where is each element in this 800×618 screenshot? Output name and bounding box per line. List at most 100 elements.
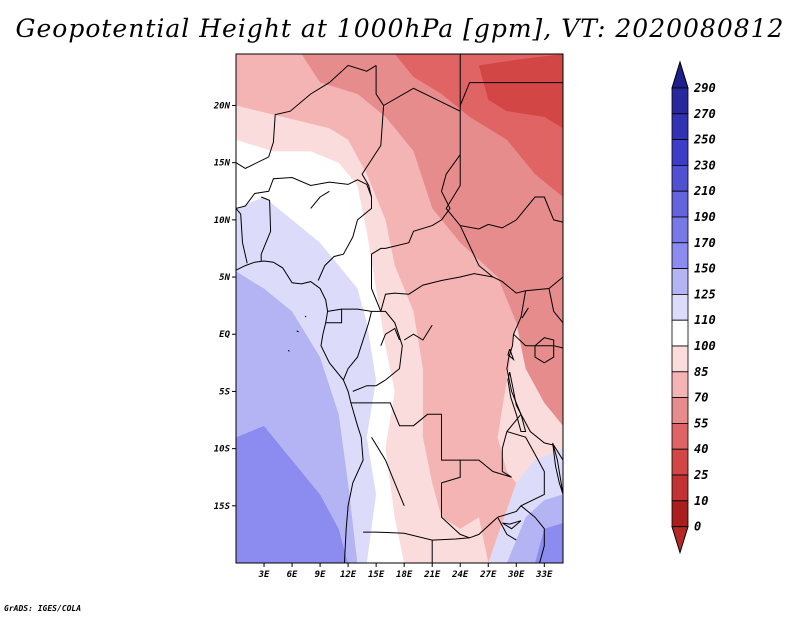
field-north-pink [236, 54, 517, 563]
colorbar: 2902702502302101901701501251101008570554… [671, 60, 716, 555]
border-line [460, 290, 527, 478]
colorbar-label: 170 [694, 236, 716, 250]
colorbar-label: 125 [694, 287, 716, 301]
colorbar-label: 70 [694, 391, 708, 405]
border-line [403, 324, 433, 341]
lat-tick-label: 5S [219, 387, 230, 397]
colorbar-segment [671, 319, 689, 347]
colorbar-segment [671, 113, 689, 141]
border-line [534, 337, 555, 364]
colorbar-segment [671, 371, 689, 398]
border-line [236, 208, 248, 264]
border-line [317, 184, 372, 281]
field-northeast-salmon [301, 54, 563, 426]
border-line [552, 442, 563, 495]
colorbar-segment [671, 242, 689, 270]
border-line [350, 402, 470, 539]
border-line [260, 196, 272, 261]
plot-title: Geopotential Height at 1000hPa [gpm], VT… [15, 14, 785, 43]
colorbar-segment [671, 500, 689, 527]
border-line [341, 308, 373, 381]
border-line [371, 87, 461, 312]
colorbar-label: 85 [694, 365, 708, 379]
colorbar-segment [671, 448, 689, 476]
colorbar-segment [671, 190, 689, 218]
colorbar-segment [671, 164, 689, 192]
border-line [380, 327, 400, 346]
colorbar-segment [671, 474, 689, 502]
lon-tick-label: 18E [396, 570, 413, 580]
colorbar-segment [671, 422, 689, 450]
border-line [507, 348, 515, 361]
colorbar-label: 210 [693, 184, 716, 198]
lon-tick-label: 24E [451, 570, 469, 580]
lat-tick-label: 15S [214, 502, 231, 512]
border-line [513, 333, 563, 349]
lat-tick-label: EQ [219, 330, 230, 340]
border-line [236, 156, 269, 169]
border-line [268, 64, 377, 158]
border-line [236, 260, 364, 563]
border-line [371, 436, 405, 506]
colorbar-segment [671, 139, 689, 166]
colorbar-label: 25 [693, 468, 708, 482]
colorbar-segment [671, 345, 689, 373]
border-line [445, 154, 563, 230]
colorbar-label: 40 [694, 442, 708, 456]
colorbar-segment [671, 293, 689, 321]
border-line [361, 65, 385, 198]
field-northeast-deep-red [478, 54, 563, 129]
lon-tick-label: 12E [340, 570, 357, 580]
colorbar-label: 150 [694, 262, 716, 276]
border-line [548, 288, 563, 324]
colorbar-top-arrow [671, 60, 689, 89]
lat-tick-label: 15N [214, 159, 231, 169]
border-line [521, 307, 529, 319]
map-axes: 20N 15N 10N 5N EQ 5S 10S 15S 3E 6E 9E 12E 15E 18E 21E 2… [213, 101, 553, 580]
map-frame [235, 53, 564, 564]
colorbar-segment [671, 268, 689, 295]
field-west-coast-light [236, 197, 377, 563]
border-line [520, 414, 563, 461]
border-line [304, 315, 307, 318]
country-borders [236, 54, 563, 563]
border-line [310, 190, 330, 209]
lat-tick-label: 10N [214, 216, 231, 226]
border-line [325, 308, 343, 324]
lat-tick-label: 20N [213, 101, 231, 111]
colorbar-label: 10 [694, 494, 708, 508]
border-line [236, 176, 368, 209]
field-sahel-white [236, 139, 405, 563]
border-line [287, 349, 290, 352]
colorbar-segment [671, 216, 689, 244]
colorbar-label: 290 [693, 81, 716, 95]
lon-tick-label: 33E [535, 570, 553, 580]
lat-tick-label: 5N [219, 273, 230, 283]
colorbar-label: 230 [693, 158, 716, 172]
colorbar-label: 0 [694, 520, 701, 534]
border-line [520, 505, 545, 563]
border-line [497, 516, 517, 541]
lon-tick-label: 9E [315, 570, 326, 580]
colorbar-label: 250 [693, 133, 716, 147]
colorbar-label: 55 [694, 416, 708, 430]
border-line [432, 431, 545, 541]
lon-tick-label: 3E [258, 570, 270, 580]
colorbar-label: 110 [694, 313, 716, 327]
border-line [507, 371, 527, 432]
colorbar-segment [671, 397, 689, 424]
border-line [352, 310, 403, 392]
border-line [459, 225, 563, 294]
border-line [459, 82, 563, 106]
geopotential-field [236, 54, 563, 563]
colorbar-bottom-arrow [671, 526, 689, 555]
field-southwest-ocean-deep [236, 425, 349, 563]
colorbar-label: 190 [694, 210, 716, 224]
colorbar-label: 270 [693, 107, 716, 121]
lon-tick-label: 15E [368, 570, 385, 580]
grads-credit: GrADS: IGES/COLA [4, 604, 82, 613]
lon-tick-label: 6E [287, 570, 298, 580]
lon-tick-label: 30E [507, 570, 525, 580]
field-central-light-pink [236, 105, 489, 563]
